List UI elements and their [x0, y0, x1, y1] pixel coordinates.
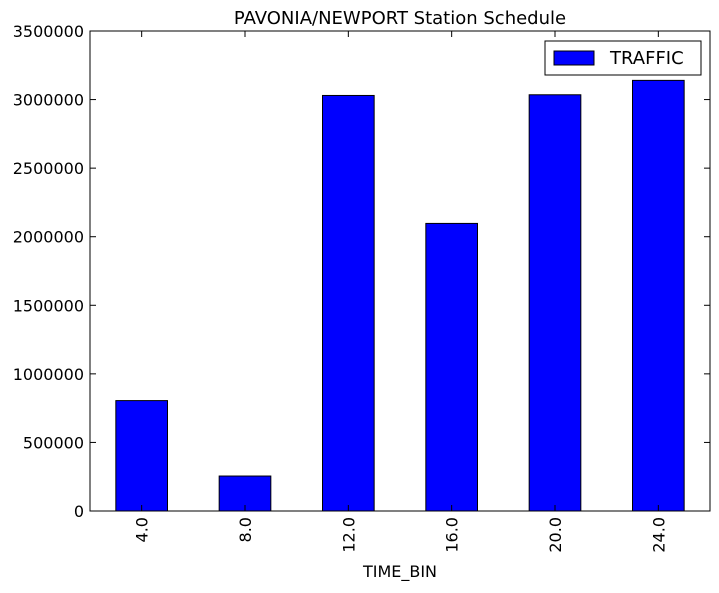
y-tick-label: 3500000 — [13, 22, 84, 41]
x-axis-label: TIME_BIN — [362, 562, 437, 582]
legend: TRAFFIC — [544, 40, 702, 76]
y-tick-label: 3000000 — [13, 91, 84, 110]
plot-frame — [89, 30, 711, 512]
x-tick-label: 12.0 — [339, 517, 358, 553]
y-tick-label: 500000 — [23, 433, 84, 452]
legend-swatch — [553, 50, 595, 66]
x-tick-label: 24.0 — [649, 517, 668, 553]
bar-24.0 — [632, 79, 685, 512]
bars-layer — [115, 79, 685, 512]
chart-title: PAVONIA/NEWPORT Station Schedule — [234, 8, 566, 29]
x-axis: 4.0 8.0 12.0 16.0 20.0 24.0 — [133, 31, 668, 553]
bar-16.0 — [425, 222, 479, 512]
legend-label-traffic: TRAFFIC — [609, 48, 684, 69]
y-tick-label: 2500000 — [13, 159, 84, 178]
bar-12.0 — [322, 94, 375, 512]
y-tick-label: 0 — [74, 502, 84, 521]
x-tick-label: 8.0 — [236, 517, 255, 542]
x-tick-label: 20.0 — [546, 517, 565, 553]
x-tick-label: 16.0 — [443, 517, 462, 553]
bar-20.0 — [528, 94, 582, 512]
y-tick-label: 1500000 — [13, 296, 84, 315]
y-tick-label: 1000000 — [13, 365, 84, 384]
y-tick-label: 2000000 — [13, 228, 84, 247]
bar-4.0 — [115, 400, 169, 512]
y-axis: 0 500000 1000000 1500000 2000000 2500000 30000… — [13, 22, 710, 521]
x-tick-label: 4.0 — [133, 517, 152, 542]
